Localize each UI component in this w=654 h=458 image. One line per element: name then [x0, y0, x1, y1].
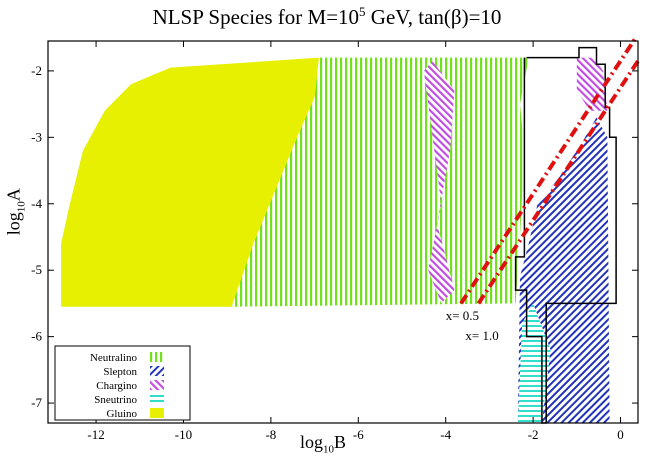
dashed-line-1: [459, 36, 638, 305]
region-neutralino: [231, 57, 529, 307]
x-tick-label: -10: [175, 427, 192, 442]
annotation-label: x= 1.0: [465, 328, 498, 343]
legend-swatch: [150, 366, 164, 376]
y-tick-label: -2: [31, 63, 42, 78]
legend-swatch: [150, 408, 164, 418]
x-tick-label: -12: [87, 427, 104, 442]
region-chargino-left: [423, 60, 455, 304]
x-tick-label: 0: [617, 427, 624, 442]
region-boundary: [514, 46, 617, 424]
x-tick-label: -2: [528, 427, 539, 442]
x-axis-label: log10B: [300, 432, 347, 456]
x-tick-label: -6: [353, 427, 364, 442]
legend-swatch: [150, 380, 164, 390]
y-tick-label: -4: [31, 196, 42, 211]
x-tick-label: -4: [440, 427, 451, 442]
y-tick-label: -6: [31, 329, 42, 344]
y-tick-label: -7: [31, 395, 42, 410]
y-tick-label: -3: [31, 129, 42, 144]
legend-swatch: [150, 352, 164, 362]
region-gluino: [61, 57, 319, 307]
plot-frame: [47, 40, 639, 424]
legend-label: Slepton: [103, 366, 137, 378]
legend-label: Neutralino: [90, 352, 138, 364]
legend-swatch: [150, 394, 164, 404]
region-chargino-right: [576, 57, 608, 111]
annotation-label: x= 0.5: [446, 308, 479, 323]
x-tick-label: -8: [265, 427, 276, 442]
legend-label: Chargino: [96, 380, 137, 392]
y-tick-label: -5: [31, 262, 42, 277]
legend-label: Gluino: [106, 408, 137, 420]
dashed-line-2: [476, 59, 640, 305]
legend-label: Sneutrino: [94, 394, 137, 406]
legend-box: [54, 345, 191, 421]
chart-title: NLSP Species for M=105 GeV, tan(β)=10: [152, 4, 502, 29]
